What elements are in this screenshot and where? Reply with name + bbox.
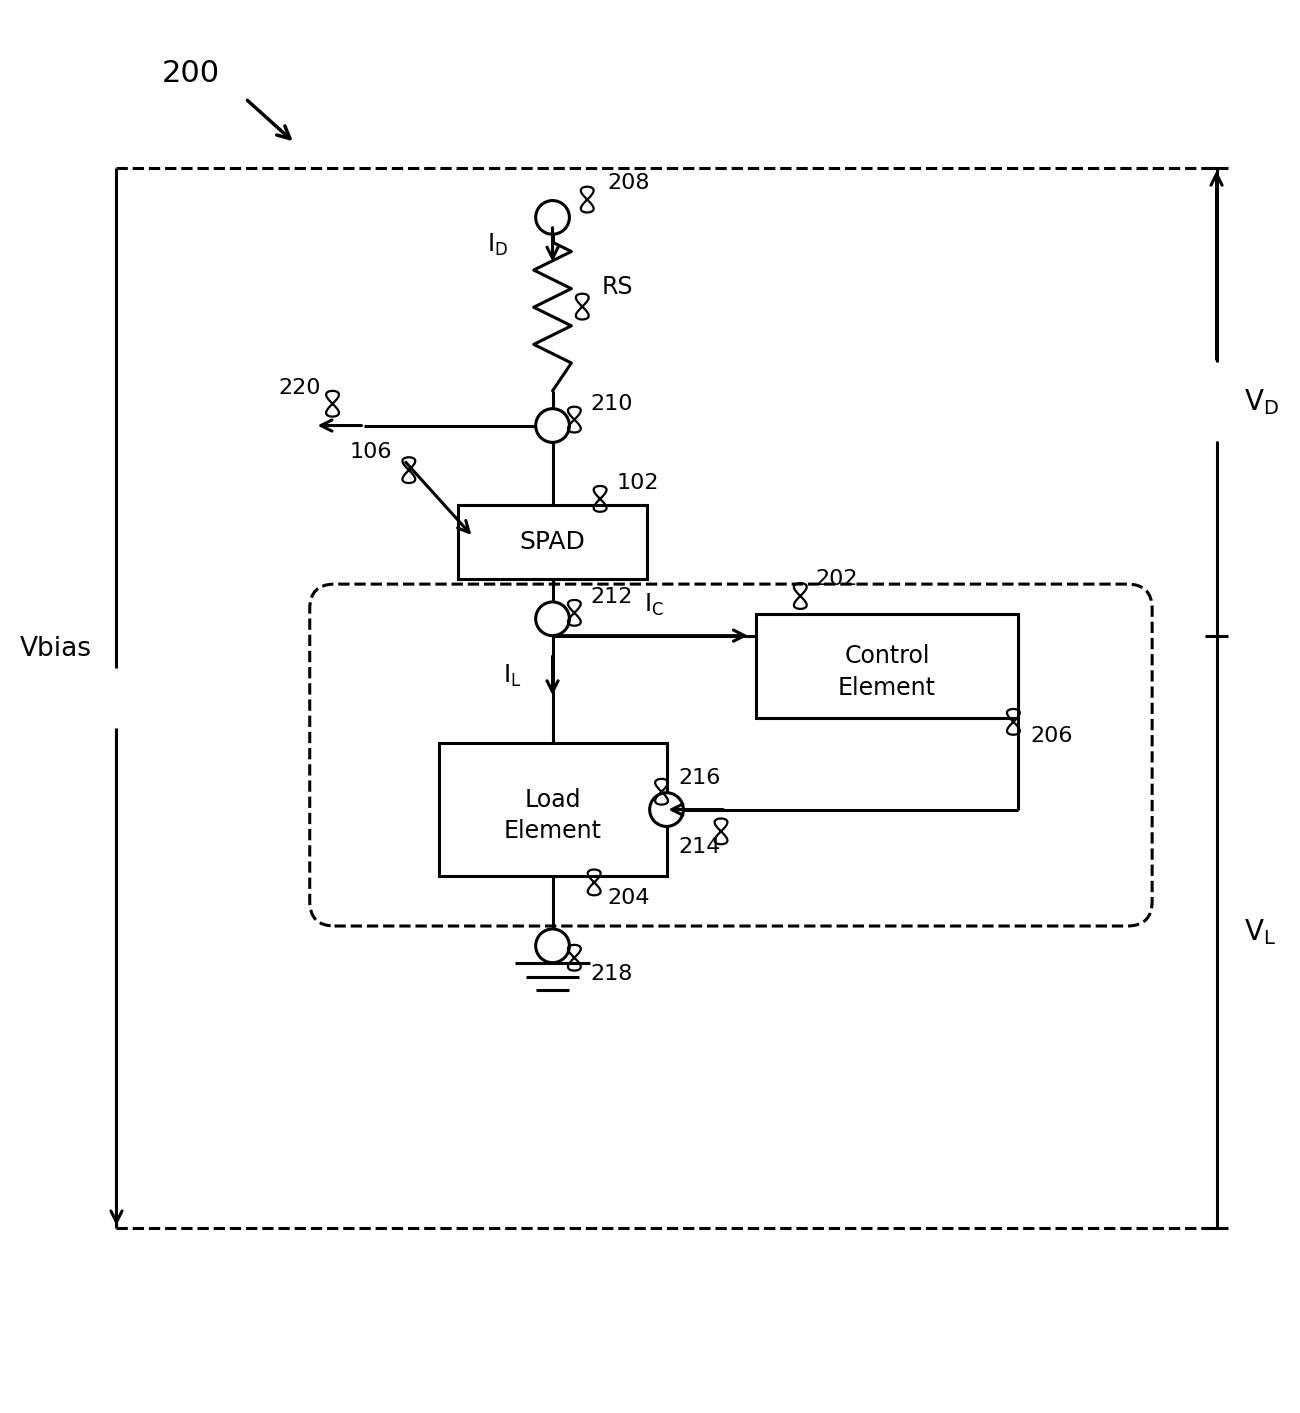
Circle shape (536, 928, 569, 962)
Text: 200: 200 (161, 59, 220, 88)
Text: I$_\mathregular{C}$: I$_\mathregular{C}$ (645, 592, 664, 617)
Circle shape (650, 793, 684, 827)
Text: I$_\mathregular{L}$: I$_\mathregular{L}$ (503, 663, 521, 690)
FancyBboxPatch shape (459, 504, 646, 579)
Text: 210: 210 (590, 394, 633, 414)
FancyBboxPatch shape (438, 743, 667, 876)
Text: SPAD: SPAD (520, 530, 585, 554)
Text: 214: 214 (679, 838, 720, 858)
Text: Element: Element (838, 675, 936, 699)
Text: 202: 202 (815, 569, 858, 589)
Text: 212: 212 (590, 586, 633, 608)
Text: 206: 206 (1030, 726, 1072, 746)
Text: RS: RS (602, 274, 633, 298)
Text: I$_\mathregular{D}$: I$_\mathregular{D}$ (488, 232, 508, 257)
Text: 220: 220 (278, 377, 321, 398)
Text: 208: 208 (607, 172, 650, 192)
Text: Load: Load (524, 787, 581, 811)
Circle shape (536, 201, 569, 235)
Text: Element: Element (503, 820, 602, 844)
Circle shape (536, 408, 569, 442)
Text: 102: 102 (618, 473, 659, 493)
FancyBboxPatch shape (755, 613, 1018, 718)
Text: 216: 216 (679, 767, 720, 788)
Text: 218: 218 (590, 964, 633, 983)
Circle shape (536, 602, 569, 636)
Text: V$_\mathregular{D}$: V$_\mathregular{D}$ (1244, 387, 1279, 417)
Text: Vbias: Vbias (20, 636, 92, 661)
Text: V$_\mathregular{L}$: V$_\mathregular{L}$ (1244, 917, 1277, 947)
Text: 204: 204 (607, 889, 650, 909)
Text: Control: Control (844, 644, 930, 668)
Text: 106: 106 (350, 442, 393, 462)
